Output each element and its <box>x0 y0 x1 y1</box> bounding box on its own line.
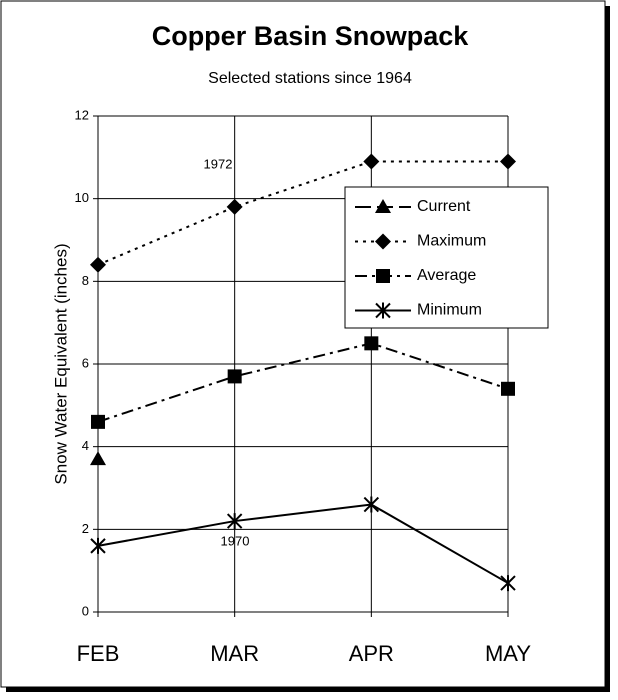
marker <box>375 233 391 250</box>
marker <box>501 381 515 396</box>
marker <box>227 369 242 384</box>
series-line <box>97 503 509 584</box>
x-tick-label: MAR <box>210 641 259 666</box>
annotation: 1972 <box>204 156 233 171</box>
y-tick-label: 2 <box>82 521 89 536</box>
marker <box>90 451 106 466</box>
marker <box>91 414 105 429</box>
y-tick-label: 8 <box>82 273 89 288</box>
y-tick-label: 4 <box>82 438 89 453</box>
chart-title: Copper Basin Snowpack <box>152 21 470 51</box>
y-axis-label: Snow Water Equivalent (inches) <box>51 243 70 484</box>
marker <box>363 153 380 170</box>
series-line <box>97 342 509 423</box>
legend: Current Maximum Average Minimum <box>344 186 549 329</box>
marker <box>364 336 379 351</box>
marker <box>375 199 391 213</box>
y-tick-label: 12 <box>75 107 89 122</box>
marker <box>500 153 516 170</box>
marker <box>226 513 243 530</box>
series-line <box>97 160 508 266</box>
y-tick-label: 0 <box>82 603 89 618</box>
legend-label: Minimum <box>417 302 482 319</box>
marker <box>90 537 106 554</box>
marker <box>500 575 516 592</box>
marker <box>226 198 243 215</box>
annotation: 1970 <box>221 533 250 548</box>
chart-subtitle: Selected stations since 1964 <box>208 70 412 87</box>
legend-label: Maximum <box>417 233 486 250</box>
frame <box>0 0 606 688</box>
legend-label: Current <box>417 198 471 215</box>
marker <box>376 269 390 283</box>
y-tick-label: 6 <box>82 355 89 370</box>
marker <box>90 256 106 273</box>
x-tick-label: APR <box>349 641 394 666</box>
marker <box>375 302 391 319</box>
legend-label: Average <box>417 267 476 284</box>
marker <box>363 496 380 513</box>
x-tick-label: FEB <box>77 641 120 666</box>
x-tick-label: MAY <box>485 641 531 666</box>
y-tick-label: 10 <box>75 190 89 205</box>
